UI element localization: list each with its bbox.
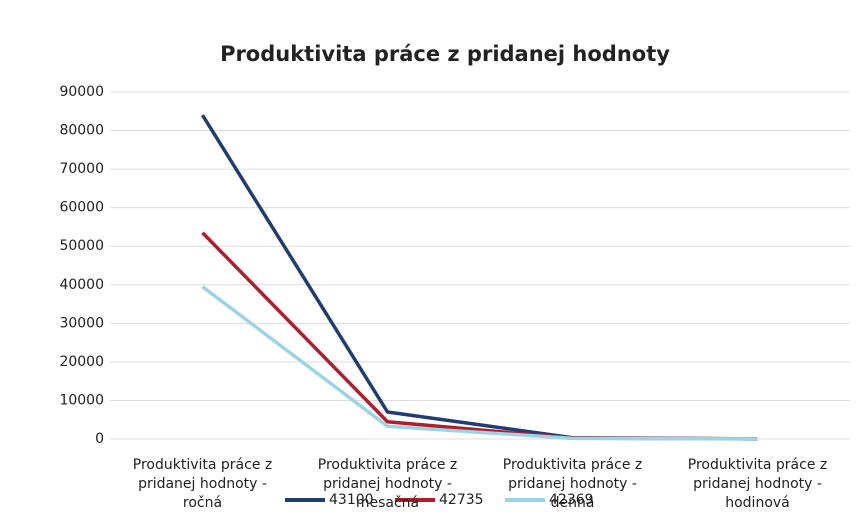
x-tick-label: Produktivita práce z pridanej hodnoty - … [687,457,828,511]
y-tick-label: 0 [95,431,104,447]
x-tick-label: Produktivita práce z pridanej hodnoty - … [132,457,273,511]
chart-title: Produktivita práce z pridanej hodnoty [220,42,670,66]
x-tick-label: Produktivita práce z pridanej hodnoty - … [502,457,643,511]
legend-label: 42369 [549,492,594,508]
y-tick-label: 20000 [59,354,104,370]
y-tick-label: 60000 [59,200,104,216]
legend-label: 42735 [439,492,484,508]
y-tick-label: 70000 [59,161,104,177]
x-tick-label: Produktivita práce z pridanej hodnoty - … [317,457,458,511]
legend-label: 43100 [329,492,374,508]
series-line [201,285,758,441]
y-tick-label: 90000 [59,84,104,100]
y-tick-label: 30000 [59,315,104,331]
y-tick-label: 50000 [59,238,104,254]
y-tick-label: 40000 [59,277,104,293]
y-tick-label: 80000 [59,123,104,139]
y-tick-label: 10000 [59,392,104,408]
